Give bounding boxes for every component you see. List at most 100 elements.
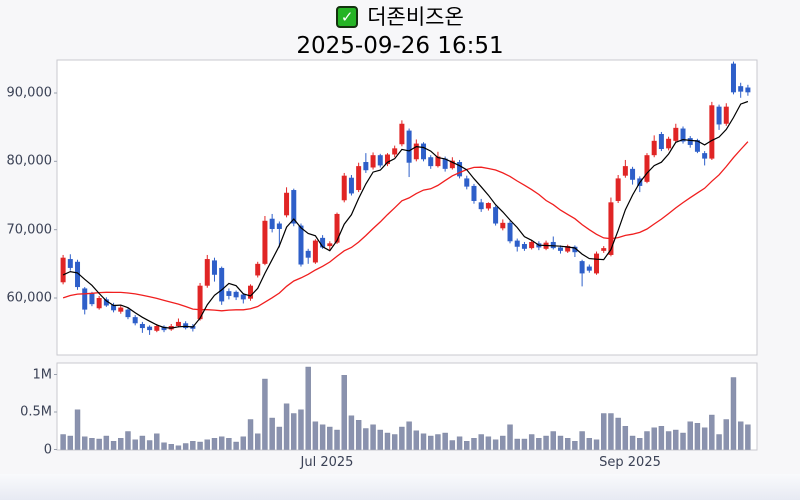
volume-bar xyxy=(593,439,600,450)
volume-bar xyxy=(262,378,268,450)
volume-bar xyxy=(197,441,203,450)
up-candle-body xyxy=(356,166,362,191)
down-candle-body xyxy=(557,247,563,251)
volume-bar xyxy=(233,441,239,450)
down-candle-body xyxy=(428,157,434,167)
down-candle-body xyxy=(348,177,354,194)
up-candle-body xyxy=(175,321,181,327)
ma-fast-line xyxy=(62,100,749,329)
price-axis-tick-label: 90,000 xyxy=(6,85,53,101)
volume-bar xyxy=(103,435,110,450)
volume-bar xyxy=(680,432,686,450)
up-candle-body xyxy=(370,155,376,168)
volume-bar xyxy=(334,429,340,450)
volume-bar xyxy=(132,439,138,450)
down-candle-body xyxy=(702,153,708,159)
up-candle-body xyxy=(204,259,210,286)
volume-bar xyxy=(291,413,297,450)
down-candle-body xyxy=(464,178,470,187)
volume-bar xyxy=(218,436,225,450)
volume-bar xyxy=(161,442,167,450)
down-candle-body xyxy=(240,294,246,300)
down-candle-body xyxy=(183,323,189,329)
down-candle-body xyxy=(457,162,463,177)
x-axis-month-label: Sep 2025 xyxy=(599,455,661,470)
volume-bar xyxy=(658,426,665,450)
volume-bar xyxy=(485,436,492,450)
volume-bar xyxy=(745,424,751,450)
up-candle-body xyxy=(392,148,398,155)
down-candle-body xyxy=(103,299,109,306)
volume-bar xyxy=(118,438,124,450)
down-candle-body xyxy=(139,323,145,329)
volume-bar xyxy=(723,419,729,450)
volume-bar xyxy=(665,431,672,450)
chart-timestamp: 2025-09-26 16:51 xyxy=(296,33,504,59)
up-candle-body xyxy=(449,160,455,169)
down-candle-body xyxy=(514,240,520,247)
volume-bar xyxy=(348,415,355,450)
up-candle-body xyxy=(60,257,66,283)
volume-bar xyxy=(709,414,715,450)
up-candle-body xyxy=(485,203,491,209)
volume-bar xyxy=(89,438,95,450)
volume-bar xyxy=(442,432,448,450)
up-candle-body xyxy=(435,156,441,167)
up-candle-body xyxy=(601,248,607,251)
up-candle-body xyxy=(154,326,160,331)
x-axis-month-label: Jul 2025 xyxy=(300,455,354,470)
up-candle-body xyxy=(384,154,390,165)
price-axis-tick-label: 70,000 xyxy=(6,222,53,238)
volume-bar xyxy=(175,445,182,450)
volume-bar xyxy=(644,431,650,450)
volume-bar xyxy=(601,413,607,450)
down-candle-body xyxy=(694,140,700,152)
volume-bar xyxy=(730,377,737,450)
volume-bar xyxy=(74,409,81,450)
up-candle-body xyxy=(651,140,657,156)
price-plot-area xyxy=(56,59,758,356)
volume-bar xyxy=(637,438,643,450)
volume-bar xyxy=(355,420,362,450)
volume-bar xyxy=(211,438,218,450)
volume-bar xyxy=(701,427,708,450)
volume-bar xyxy=(716,434,722,450)
up-candle-body xyxy=(118,307,124,312)
volume-bar xyxy=(312,421,319,450)
volume-bar xyxy=(146,440,153,450)
down-candle-body xyxy=(82,288,88,310)
down-candle-body xyxy=(111,304,117,311)
volume-axis-tick-label: 0.5M xyxy=(20,404,52,420)
price-axis-tick-label: 60,000 xyxy=(6,290,53,306)
up-candle-body xyxy=(197,285,203,320)
chart-header: ✓ 더존비즈온 2025-09-26 16:51 xyxy=(0,4,800,59)
down-candle-body xyxy=(67,259,73,268)
volume-bars xyxy=(60,366,751,450)
volume-bar xyxy=(615,417,621,450)
up-candle-body xyxy=(615,178,621,201)
volume-bar xyxy=(255,433,261,450)
down-candle-body xyxy=(421,143,427,160)
down-candle-body xyxy=(211,260,217,275)
volume-bar xyxy=(377,429,383,450)
volume-bar xyxy=(276,426,283,450)
volume-bar xyxy=(110,441,117,450)
volume-bar xyxy=(420,433,427,450)
volume-bar xyxy=(413,430,420,450)
ma-slow-line xyxy=(62,141,749,312)
down-candle-body xyxy=(132,317,138,324)
up-candle-body xyxy=(622,166,628,176)
volume-bar xyxy=(406,421,412,450)
volume-bar xyxy=(528,434,535,450)
volume-bar xyxy=(456,436,463,450)
volume-bar xyxy=(557,435,564,450)
volume-bar xyxy=(471,438,477,450)
up-candle-body xyxy=(594,253,600,274)
volume-bar xyxy=(651,427,657,450)
up-candle-body xyxy=(709,105,715,159)
volume-bar xyxy=(298,409,304,450)
volume-bar xyxy=(168,444,174,450)
volume-bar xyxy=(182,443,189,450)
up-candle-body xyxy=(262,220,268,264)
